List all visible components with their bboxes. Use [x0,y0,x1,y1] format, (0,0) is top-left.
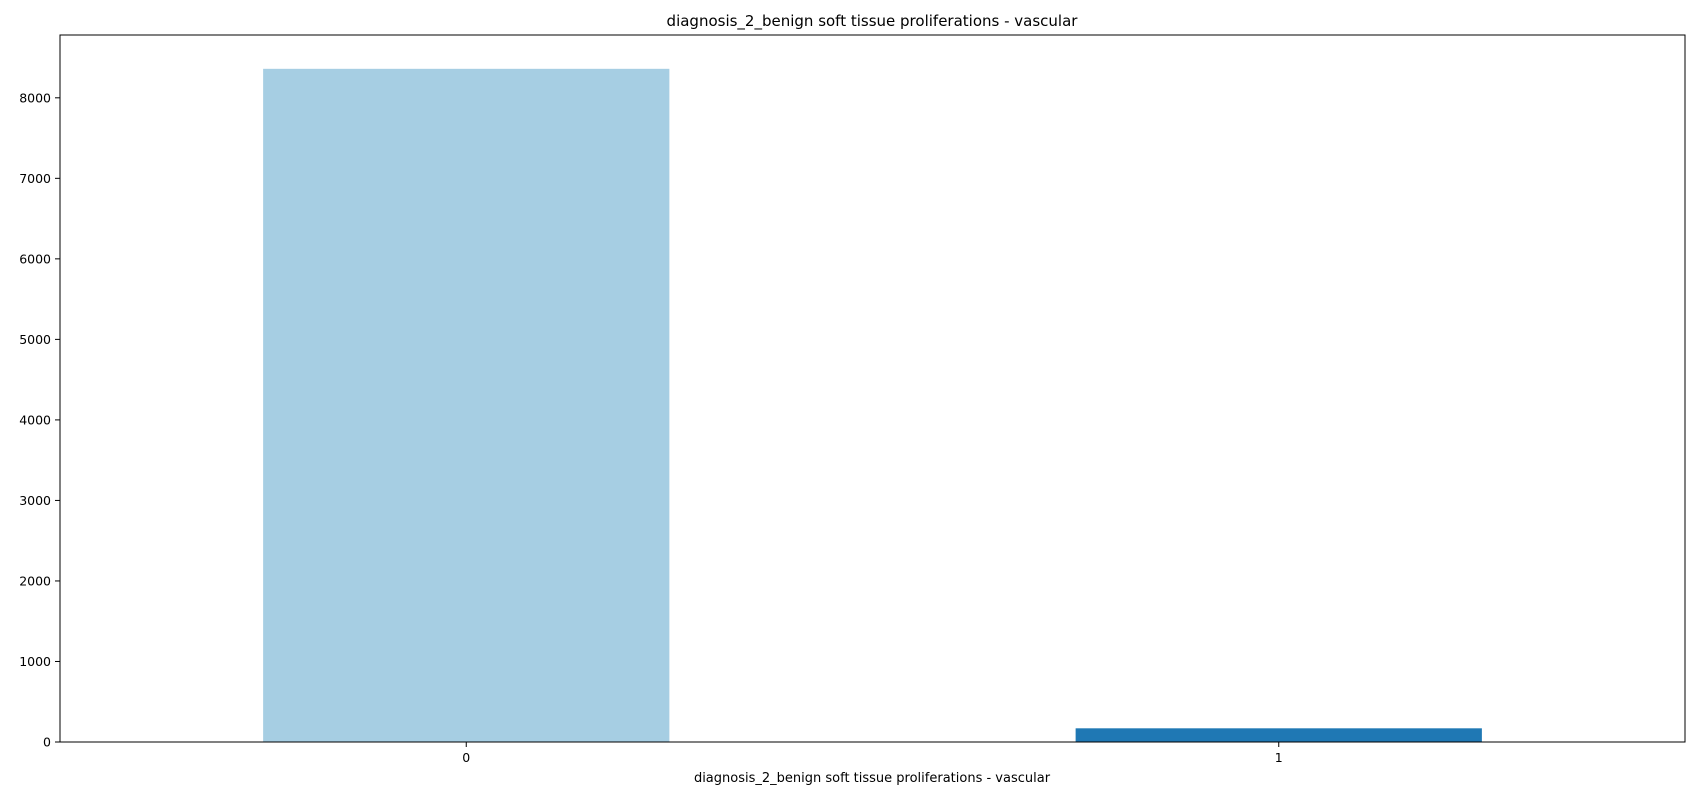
bar-1 [1075,728,1482,742]
bars-layer [263,68,1482,742]
y-tick-label: 5000 [19,332,51,347]
y-tick-label: 4000 [19,412,51,427]
y-tick-label: 3000 [19,493,51,508]
x-tick-label: 0 [462,750,470,765]
chart-title: diagnosis_2_benign soft tissue prolifera… [667,12,1079,31]
y-tick-label: 0 [43,735,51,750]
y-axis-ticks: 0 1000 2000 3000 4000 5000 6000 7000 8000 [19,90,60,750]
y-tick-label: 2000 [19,573,51,588]
x-tick-label: 1 [1275,750,1283,765]
x-axis-label: diagnosis_2_benign soft tissue prolifera… [694,771,1051,786]
plot-frame [59,34,1686,743]
bar-0 [263,68,670,742]
y-tick-label: 6000 [19,251,51,266]
y-tick-label: 7000 [19,171,51,186]
y-tick-label: 8000 [19,90,51,105]
y-tick-label: 1000 [19,654,51,669]
